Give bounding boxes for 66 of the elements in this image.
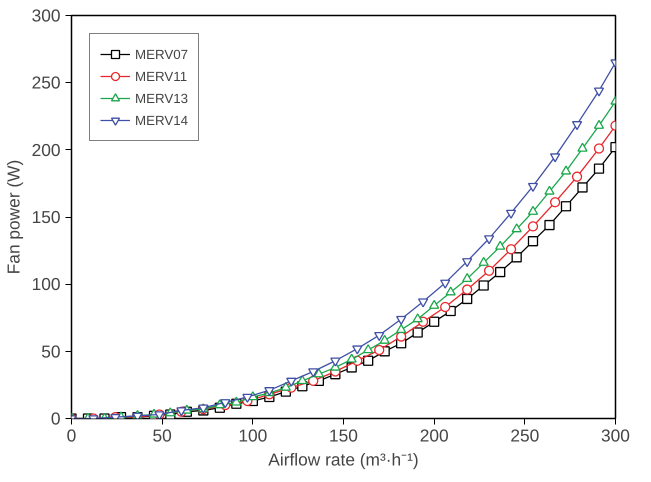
point [429, 300, 440, 309]
point [506, 244, 516, 254]
point [363, 344, 374, 354]
x-tick-label: 100 [238, 426, 268, 446]
point [374, 344, 384, 356]
point [478, 256, 489, 266]
point [544, 220, 555, 230]
point [412, 313, 423, 322]
point [380, 334, 390, 344]
point [280, 382, 291, 391]
point [528, 182, 538, 192]
y-tick-label: 250 [32, 72, 61, 93]
x-axis-title: Airflow rate (m³·h⁻¹) [268, 450, 419, 470]
point [484, 235, 494, 244]
y-axis-title: Fan power (W) [4, 160, 24, 274]
point [550, 153, 560, 162]
x-tick-label: 200 [420, 426, 449, 446]
point [495, 240, 506, 250]
y-tick-label: 200 [32, 140, 61, 160]
point [462, 284, 472, 295]
point [506, 210, 516, 219]
y-tick-label: 100 [32, 274, 61, 294]
x-tick-label: 300 [601, 426, 630, 446]
point [297, 375, 308, 384]
point [418, 298, 428, 308]
point [528, 206, 538, 215]
point [412, 327, 423, 338]
point [314, 368, 324, 378]
point [440, 302, 450, 312]
point [462, 294, 472, 304]
legend-label: MERV07 [135, 46, 188, 62]
legend-label: MERV11 [135, 68, 188, 84]
point [363, 356, 374, 366]
point [560, 165, 572, 175]
x-tick-label: 250 [510, 426, 540, 446]
point [550, 197, 560, 208]
point [346, 354, 357, 363]
y-tick-label: 150 [32, 207, 61, 227]
point [512, 223, 522, 232]
point [484, 266, 494, 276]
point [495, 266, 506, 278]
point [560, 201, 572, 212]
point [528, 221, 538, 232]
legend-label: MERV14 [135, 112, 188, 128]
x-tick-label: 0 [66, 426, 76, 446]
x-tick-label: 150 [329, 426, 358, 446]
x-tick-label: 50 [152, 426, 172, 446]
legend-label: MERV13 [135, 90, 188, 106]
point [572, 121, 582, 130]
y-tick-label: 0 [50, 408, 61, 428]
point [512, 252, 522, 262]
y-tick-label: 50 [41, 341, 61, 362]
point [577, 182, 588, 193]
point [594, 163, 604, 174]
point [577, 142, 588, 152]
point [528, 236, 538, 246]
point [429, 316, 440, 327]
point [478, 280, 489, 291]
point [572, 172, 582, 182]
point [396, 324, 406, 334]
y-tick-label: 300 [32, 6, 61, 26]
point [446, 286, 456, 296]
point [594, 143, 604, 154]
point [544, 186, 555, 195]
point [594, 87, 604, 97]
point [462, 272, 472, 282]
